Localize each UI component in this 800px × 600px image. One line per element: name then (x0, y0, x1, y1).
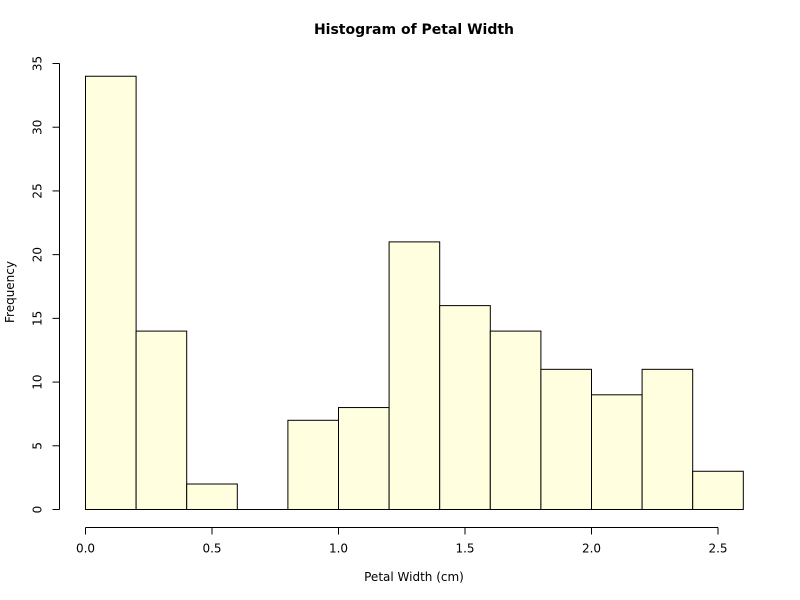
histogram-bar (186, 483, 238, 510)
y-tick-label: 5 (31, 442, 45, 450)
x-tick-label: 1.5 (455, 542, 474, 556)
histogram-bar (338, 407, 390, 510)
x-tick-label: 2.5 (708, 542, 727, 556)
y-axis-label: Frequency (3, 261, 17, 323)
y-tick-label: 0 (31, 506, 45, 514)
y-tick-label: 20 (31, 247, 45, 262)
chart-title: Histogram of Petal Width (314, 22, 514, 38)
histogram-bar (692, 470, 744, 510)
histogram-bar (135, 330, 188, 510)
histogram-bar (85, 75, 137, 510)
y-tick-label: 30 (31, 120, 45, 135)
histogram-bar (287, 419, 339, 510)
histogram-bar (591, 394, 643, 511)
x-tick-label: 2.0 (582, 542, 601, 556)
y-tick-label: 35 (31, 56, 45, 71)
y-axis: 0 5 10 15 20 25 30 35 (31, 56, 60, 513)
y-tick-label: 10 (31, 374, 45, 389)
histogram-bar (388, 241, 441, 510)
y-tick-label: 15 (31, 311, 45, 326)
bars-group (85, 75, 744, 511)
histogram-bar (641, 368, 694, 511)
histogram-bar (489, 330, 542, 510)
histogram-bar (439, 305, 491, 510)
x-axis: 0.0 0.5 1.0 1.5 2.0 2.5 (76, 527, 728, 556)
x-tick-label: 0.0 (76, 542, 95, 556)
y-tick-label: 25 (31, 183, 45, 198)
x-axis-label: Petal Width (cm) (364, 570, 464, 584)
x-tick-label: 0.5 (202, 542, 221, 556)
x-tick-label: 1.0 (329, 542, 348, 556)
histogram-bar (540, 368, 593, 511)
